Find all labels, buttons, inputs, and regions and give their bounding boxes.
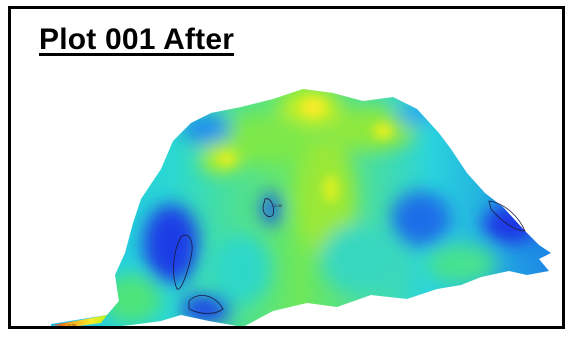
surface-fill — [51, 89, 551, 326]
contour-label: -0.30 — [273, 203, 283, 208]
chart-frame: Plot 001 After — [8, 6, 565, 329]
surface-plot: -0.30 -0.30 — [51, 89, 551, 328]
contour-labels: -0.30 -0.30 — [67, 203, 283, 328]
chart-title: Plot 001 After — [39, 23, 235, 56]
hot-tip — [53, 315, 107, 326]
contour-lines — [173, 198, 526, 314]
contour-label: -0.30 — [67, 323, 77, 328]
